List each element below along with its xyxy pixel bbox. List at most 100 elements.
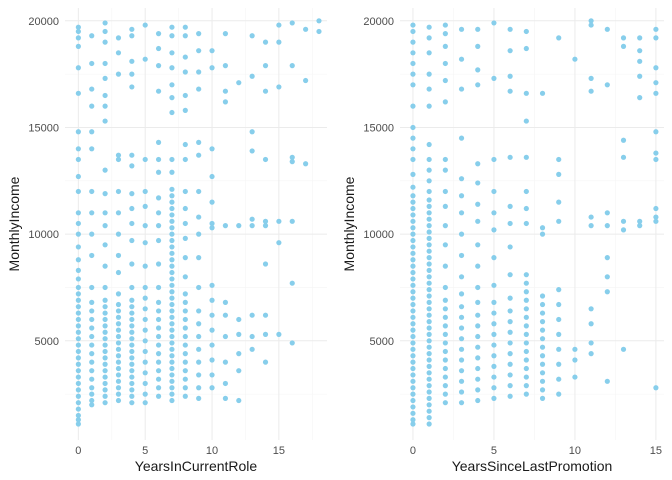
x-tick-label: 5	[491, 445, 497, 457]
data-point	[475, 323, 481, 329]
data-point	[539, 327, 546, 333]
data-point	[653, 90, 659, 96]
data-point	[289, 154, 295, 160]
data-point	[475, 344, 481, 350]
data-point	[196, 48, 202, 54]
data-point	[539, 344, 546, 350]
data-point	[89, 351, 95, 357]
data-point	[75, 355, 81, 361]
data-point	[491, 282, 497, 288]
data-point	[142, 316, 148, 323]
data-point	[442, 331, 448, 337]
data-point	[539, 387, 546, 393]
data-point	[182, 69, 188, 75]
data-point	[523, 220, 529, 227]
data-point	[410, 365, 416, 372]
data-point	[115, 210, 122, 216]
data-point	[115, 188, 122, 195]
data-point	[442, 314, 448, 320]
data-point	[209, 199, 215, 205]
data-point	[222, 30, 229, 37]
data-point	[491, 227, 497, 233]
data-point	[588, 340, 594, 346]
data-point	[276, 331, 282, 337]
data-point	[539, 319, 546, 325]
data-point	[129, 163, 135, 169]
data-point	[442, 99, 448, 105]
data-point	[169, 308, 175, 314]
data-point	[115, 372, 122, 378]
data-point	[182, 333, 188, 340]
data-point	[289, 159, 295, 165]
data-point	[89, 103, 95, 109]
data-point	[426, 35, 432, 41]
data-point	[89, 252, 95, 259]
data-point	[653, 80, 659, 86]
data-point	[182, 220, 188, 227]
data-point	[182, 156, 188, 163]
data-point	[588, 88, 594, 94]
data-point	[539, 310, 546, 316]
data-point	[507, 340, 513, 346]
data-point	[182, 325, 188, 331]
data-point	[89, 231, 95, 237]
x-tick-label: 0	[410, 445, 416, 457]
data-point	[426, 216, 432, 222]
data-point	[507, 372, 513, 378]
data-point	[182, 316, 188, 323]
data-point	[75, 297, 81, 303]
data-point	[222, 223, 229, 229]
data-point	[115, 156, 122, 163]
data-point	[115, 391, 122, 397]
data-point	[475, 333, 481, 340]
data-point	[115, 231, 122, 237]
data-point	[620, 137, 627, 143]
data-point	[129, 387, 135, 393]
data-point	[303, 161, 309, 167]
data-point	[222, 99, 229, 105]
data-point	[169, 359, 175, 365]
data-point	[653, 26, 659, 32]
data-point	[102, 355, 108, 361]
data-point	[572, 374, 578, 380]
data-point	[539, 353, 546, 359]
data-point	[556, 391, 562, 397]
data-point	[539, 90, 546, 96]
data-point	[102, 92, 108, 99]
data-point	[155, 368, 162, 374]
data-point	[426, 370, 432, 376]
data-point	[458, 231, 465, 237]
data-point	[410, 237, 416, 244]
data-point	[75, 276, 81, 282]
data-point	[209, 342, 215, 348]
data-point	[155, 30, 162, 37]
data-point	[129, 380, 135, 387]
data-point	[475, 387, 481, 393]
data-point	[523, 391, 529, 397]
data-point	[426, 86, 432, 92]
data-point	[653, 218, 659, 224]
data-point	[426, 338, 432, 344]
data-point	[129, 310, 135, 316]
data-point	[182, 92, 188, 99]
data-point	[556, 199, 562, 205]
data-point	[142, 306, 148, 312]
data-point	[507, 48, 513, 54]
data-point	[523, 90, 529, 96]
data-point	[303, 77, 309, 84]
data-point	[458, 336, 465, 342]
data-point	[637, 35, 643, 41]
data-point	[523, 154, 529, 160]
data-point	[604, 210, 610, 216]
data-point	[222, 395, 229, 401]
data-point	[169, 24, 175, 30]
data-point	[115, 314, 122, 320]
data-point	[129, 316, 135, 323]
data-point	[182, 342, 188, 348]
data-point	[196, 308, 202, 314]
data-point	[410, 71, 416, 77]
data-point	[102, 400, 108, 406]
data-point	[442, 77, 448, 84]
data-point	[129, 284, 135, 291]
data-point	[507, 203, 513, 209]
